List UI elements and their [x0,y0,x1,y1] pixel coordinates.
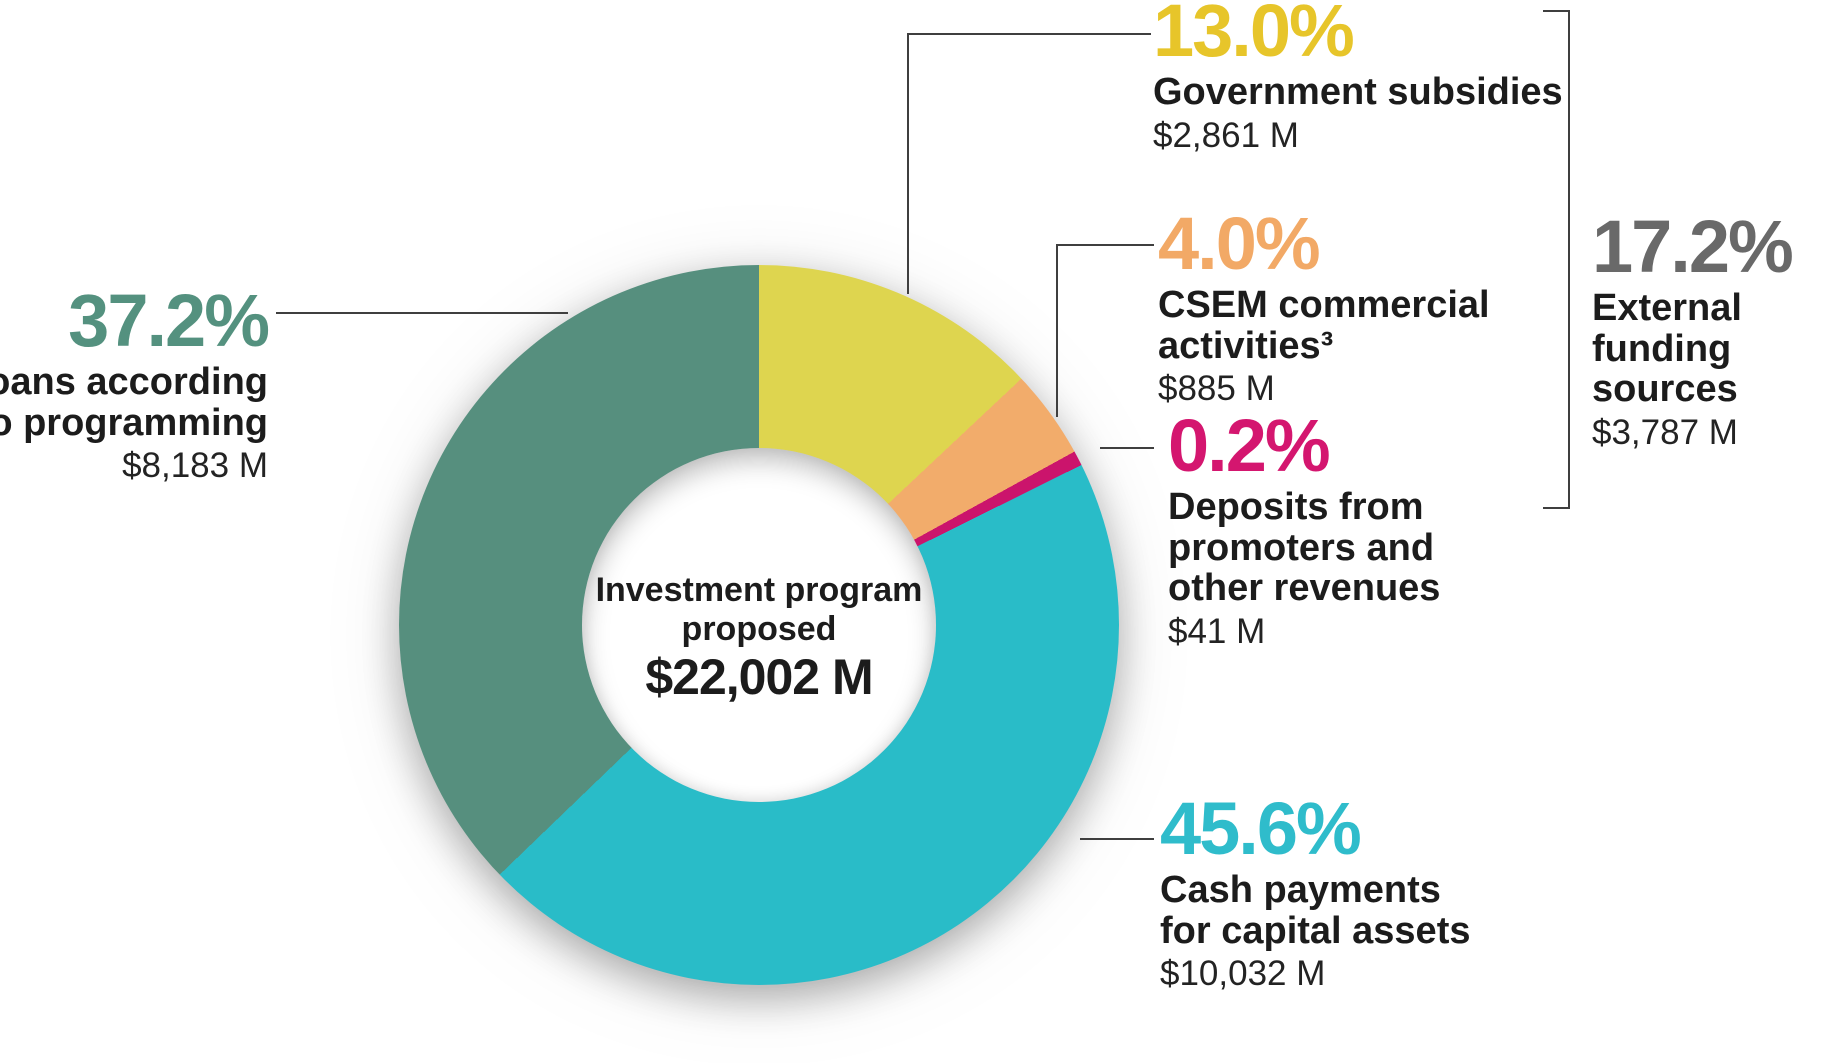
label-csem-activities-line2: activities³ [1158,324,1334,367]
leader-line-loans [276,312,568,314]
label-deposits-promoters-line1: Deposits from [1168,486,1424,528]
amount-loans-programming: $8,183 M [122,446,268,486]
percent-government-subsidies: 13.0% [1153,0,1355,72]
callout-government-subsidies: 13.0% Government subsidies $2,861 M [1153,0,1563,156]
amount-external-funding: $3,787 M [1592,412,1738,452]
leader-line-cash-payments [1080,838,1154,840]
percent-deposits-promoters: 0.2% [1168,404,1331,487]
amount-cash-payments: $10,032 M [1160,954,1326,994]
label-cash-payments-line2: for capital assets [1160,909,1471,952]
bracket-external-funding-top-tick [1543,10,1570,12]
center-total-value: $22,002 M [645,649,873,706]
label-csem-activities-line1: CSEM commercial [1158,284,1490,326]
callout-loans-programming: 37.2% Loans according to programming $8,… [0,279,270,487]
leader-line-government-subsidies-vertical [907,34,909,294]
percent-csem-activities: 4.0% [1158,202,1321,285]
donut-center-label: Investment program proposed $22,002 M [559,571,959,707]
label-loans-programming-line1: Loans according [0,361,268,403]
callout-external-funding: 17.2% External funding sources $3,787 M [1592,210,1831,453]
leader-line-csem-vertical [1056,244,1058,417]
label-deposits-promoters-line3: other revenues [1168,567,1441,610]
label-deposits-promoters-line2: promoters and [1168,526,1435,569]
label-government-subsidies: Government subsidies [1153,71,1563,113]
label-loans-programming-line2: to programming [0,401,268,444]
callout-deposits-promoters: 0.2% Deposits from promoters and other r… [1168,409,1440,652]
bracket-external-funding-bottom-tick [1543,507,1570,509]
leader-line-csem-horizontal [1056,244,1154,246]
label-external-funding-line1: External funding [1592,287,1742,370]
center-label-line: proposed [681,610,837,649]
percent-external-funding: 17.2% [1592,205,1794,288]
label-cash-payments-line1: Cash payments [1160,869,1441,911]
amount-csem-activities: $885 M [1158,369,1275,409]
leader-line-government-subsidies-horizontal [907,33,1151,35]
bracket-external-funding-vertical [1568,10,1570,509]
center-label-line: Investment program [595,571,923,609]
callout-cash-payments: 45.6% Cash payments for capital assets $… [1160,792,1470,995]
callout-csem-activities: 4.0% CSEM commercial activities³ $885 M [1158,207,1490,410]
label-external-funding-line2: sources [1592,368,1738,411]
amount-government-subsidies: $2,861 M [1153,115,1299,155]
donut-hole [582,448,936,802]
percent-loans-programming: 37.2% [68,279,270,362]
amount-deposits-promoters: $41 M [1168,611,1266,651]
percent-cash-payments: 45.6% [1160,787,1362,870]
leader-line-deposits [1100,447,1154,449]
